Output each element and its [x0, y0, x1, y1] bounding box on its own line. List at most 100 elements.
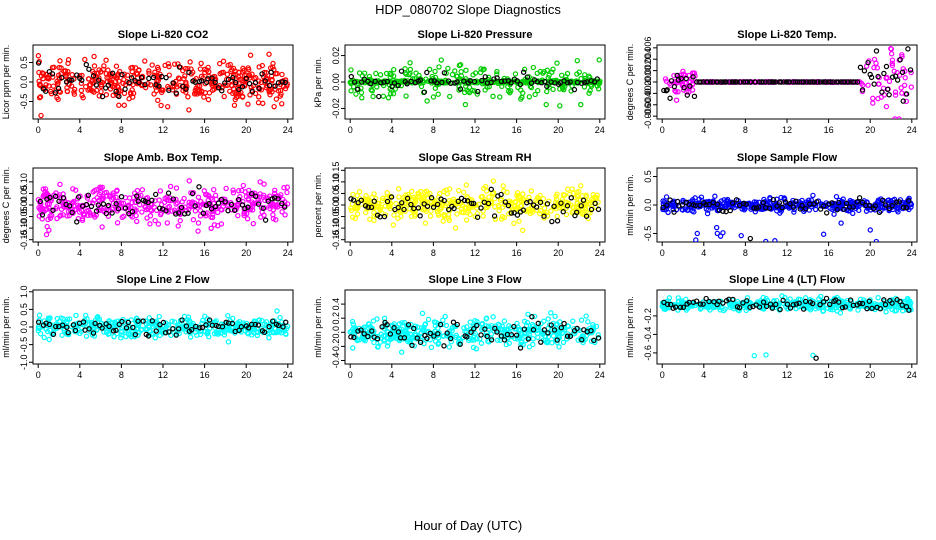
data-point: [883, 309, 889, 315]
data-point: [492, 216, 498, 222]
data-point: [470, 334, 476, 340]
data-point: [682, 72, 689, 79]
mean-point: [162, 329, 169, 336]
data-point: [89, 78, 95, 84]
mean-point: [886, 92, 892, 98]
mean-point: [99, 93, 106, 100]
mean-point: [146, 75, 152, 82]
data-point: [565, 323, 571, 329]
mean-point: [809, 79, 816, 85]
data-point: [400, 78, 406, 85]
data-point: [349, 318, 356, 325]
data-point: [47, 215, 54, 221]
mean-point: [142, 198, 148, 205]
data-point: [418, 188, 424, 195]
data-point: [71, 89, 77, 95]
data-point: [249, 71, 255, 77]
x-tick-label: 20: [865, 370, 875, 380]
data-point: [350, 191, 356, 198]
data-point: [804, 303, 811, 309]
data-point: [232, 96, 238, 103]
data-point: [229, 83, 235, 89]
y-tick-label: 0.10: [331, 173, 341, 191]
mean-point: [906, 307, 912, 313]
mean-point: [461, 78, 467, 84]
mean-point: [687, 83, 693, 89]
data-point: [908, 84, 914, 90]
mean-point: [894, 77, 901, 83]
x-tick-label: 8: [743, 248, 748, 258]
mean-point: [179, 317, 185, 323]
data-point: [64, 88, 71, 94]
data-point: [424, 98, 430, 104]
mean-point: [384, 78, 391, 85]
x-tick-label: 0: [660, 125, 665, 135]
data-point: [483, 188, 490, 194]
mean-point: [55, 85, 62, 92]
mean-point: [404, 195, 411, 202]
mean-point: [142, 81, 148, 88]
x-tick-label: 12: [158, 370, 168, 380]
mean-point: [427, 330, 433, 337]
data-point: [586, 201, 592, 207]
mean-point: [681, 84, 687, 91]
mean-point: [471, 326, 477, 332]
data-point: [384, 343, 391, 349]
data-point: [99, 224, 105, 230]
y-axis-label: degrees C per min.: [1, 167, 11, 244]
mean-point: [262, 78, 268, 84]
mean-point: [43, 88, 49, 94]
data-point: [169, 318, 175, 324]
mean-point: [847, 297, 854, 303]
data-point: [385, 340, 391, 346]
mean-point: [549, 218, 555, 225]
data-point: [37, 81, 43, 87]
mean-point: [196, 184, 202, 190]
data-point: [406, 71, 412, 78]
data-point: [208, 195, 214, 201]
data-point: [512, 71, 519, 77]
data-point: [435, 91, 441, 97]
mean-point: [784, 301, 791, 307]
data-point: [704, 210, 711, 217]
data-point: [574, 193, 580, 199]
data-point: [84, 208, 90, 214]
data-point: [666, 295, 673, 301]
x-tick-label: 16: [512, 125, 522, 135]
mean-point: [50, 331, 57, 338]
mean-point: [401, 335, 408, 341]
panel-3: Slope Li-820 Temp. 0 4 8 12 16 20 24 -0.006-0.00…: [625, 29, 918, 135]
mean-point: [140, 318, 146, 324]
data-point: [270, 200, 276, 207]
data-point: [541, 68, 547, 75]
mean-point: [542, 79, 548, 85]
data-point: [751, 352, 757, 359]
data-point: [440, 218, 446, 224]
mean-point: [703, 201, 709, 208]
mean-point: [238, 324, 245, 330]
data-point: [521, 318, 528, 325]
mean-point: [69, 77, 75, 83]
y-tick-label: 0.05: [331, 185, 341, 203]
mean-point: [710, 79, 716, 85]
y-tick-label: 0.00: [19, 196, 29, 214]
data-point: [59, 332, 65, 338]
panel-title: Slope Line 3 Flow: [429, 274, 522, 286]
data-point: [470, 344, 477, 351]
y-tick-label: 0.5: [19, 303, 29, 316]
mean-point: [417, 213, 423, 219]
data-point: [259, 317, 265, 324]
mean-point: [118, 194, 125, 200]
x-axis-label: Hour of Day (UTC): [413, 518, 523, 533]
data-point: [514, 189, 521, 196]
mean-point: [879, 89, 885, 95]
data-point: [266, 335, 272, 341]
mean-point: [395, 82, 401, 89]
mean-point: [817, 79, 824, 85]
data-point: [387, 70, 393, 77]
mean-point: [378, 80, 384, 86]
mean-point: [455, 198, 461, 205]
mean-point: [96, 77, 102, 83]
mean-point: [514, 212, 521, 218]
